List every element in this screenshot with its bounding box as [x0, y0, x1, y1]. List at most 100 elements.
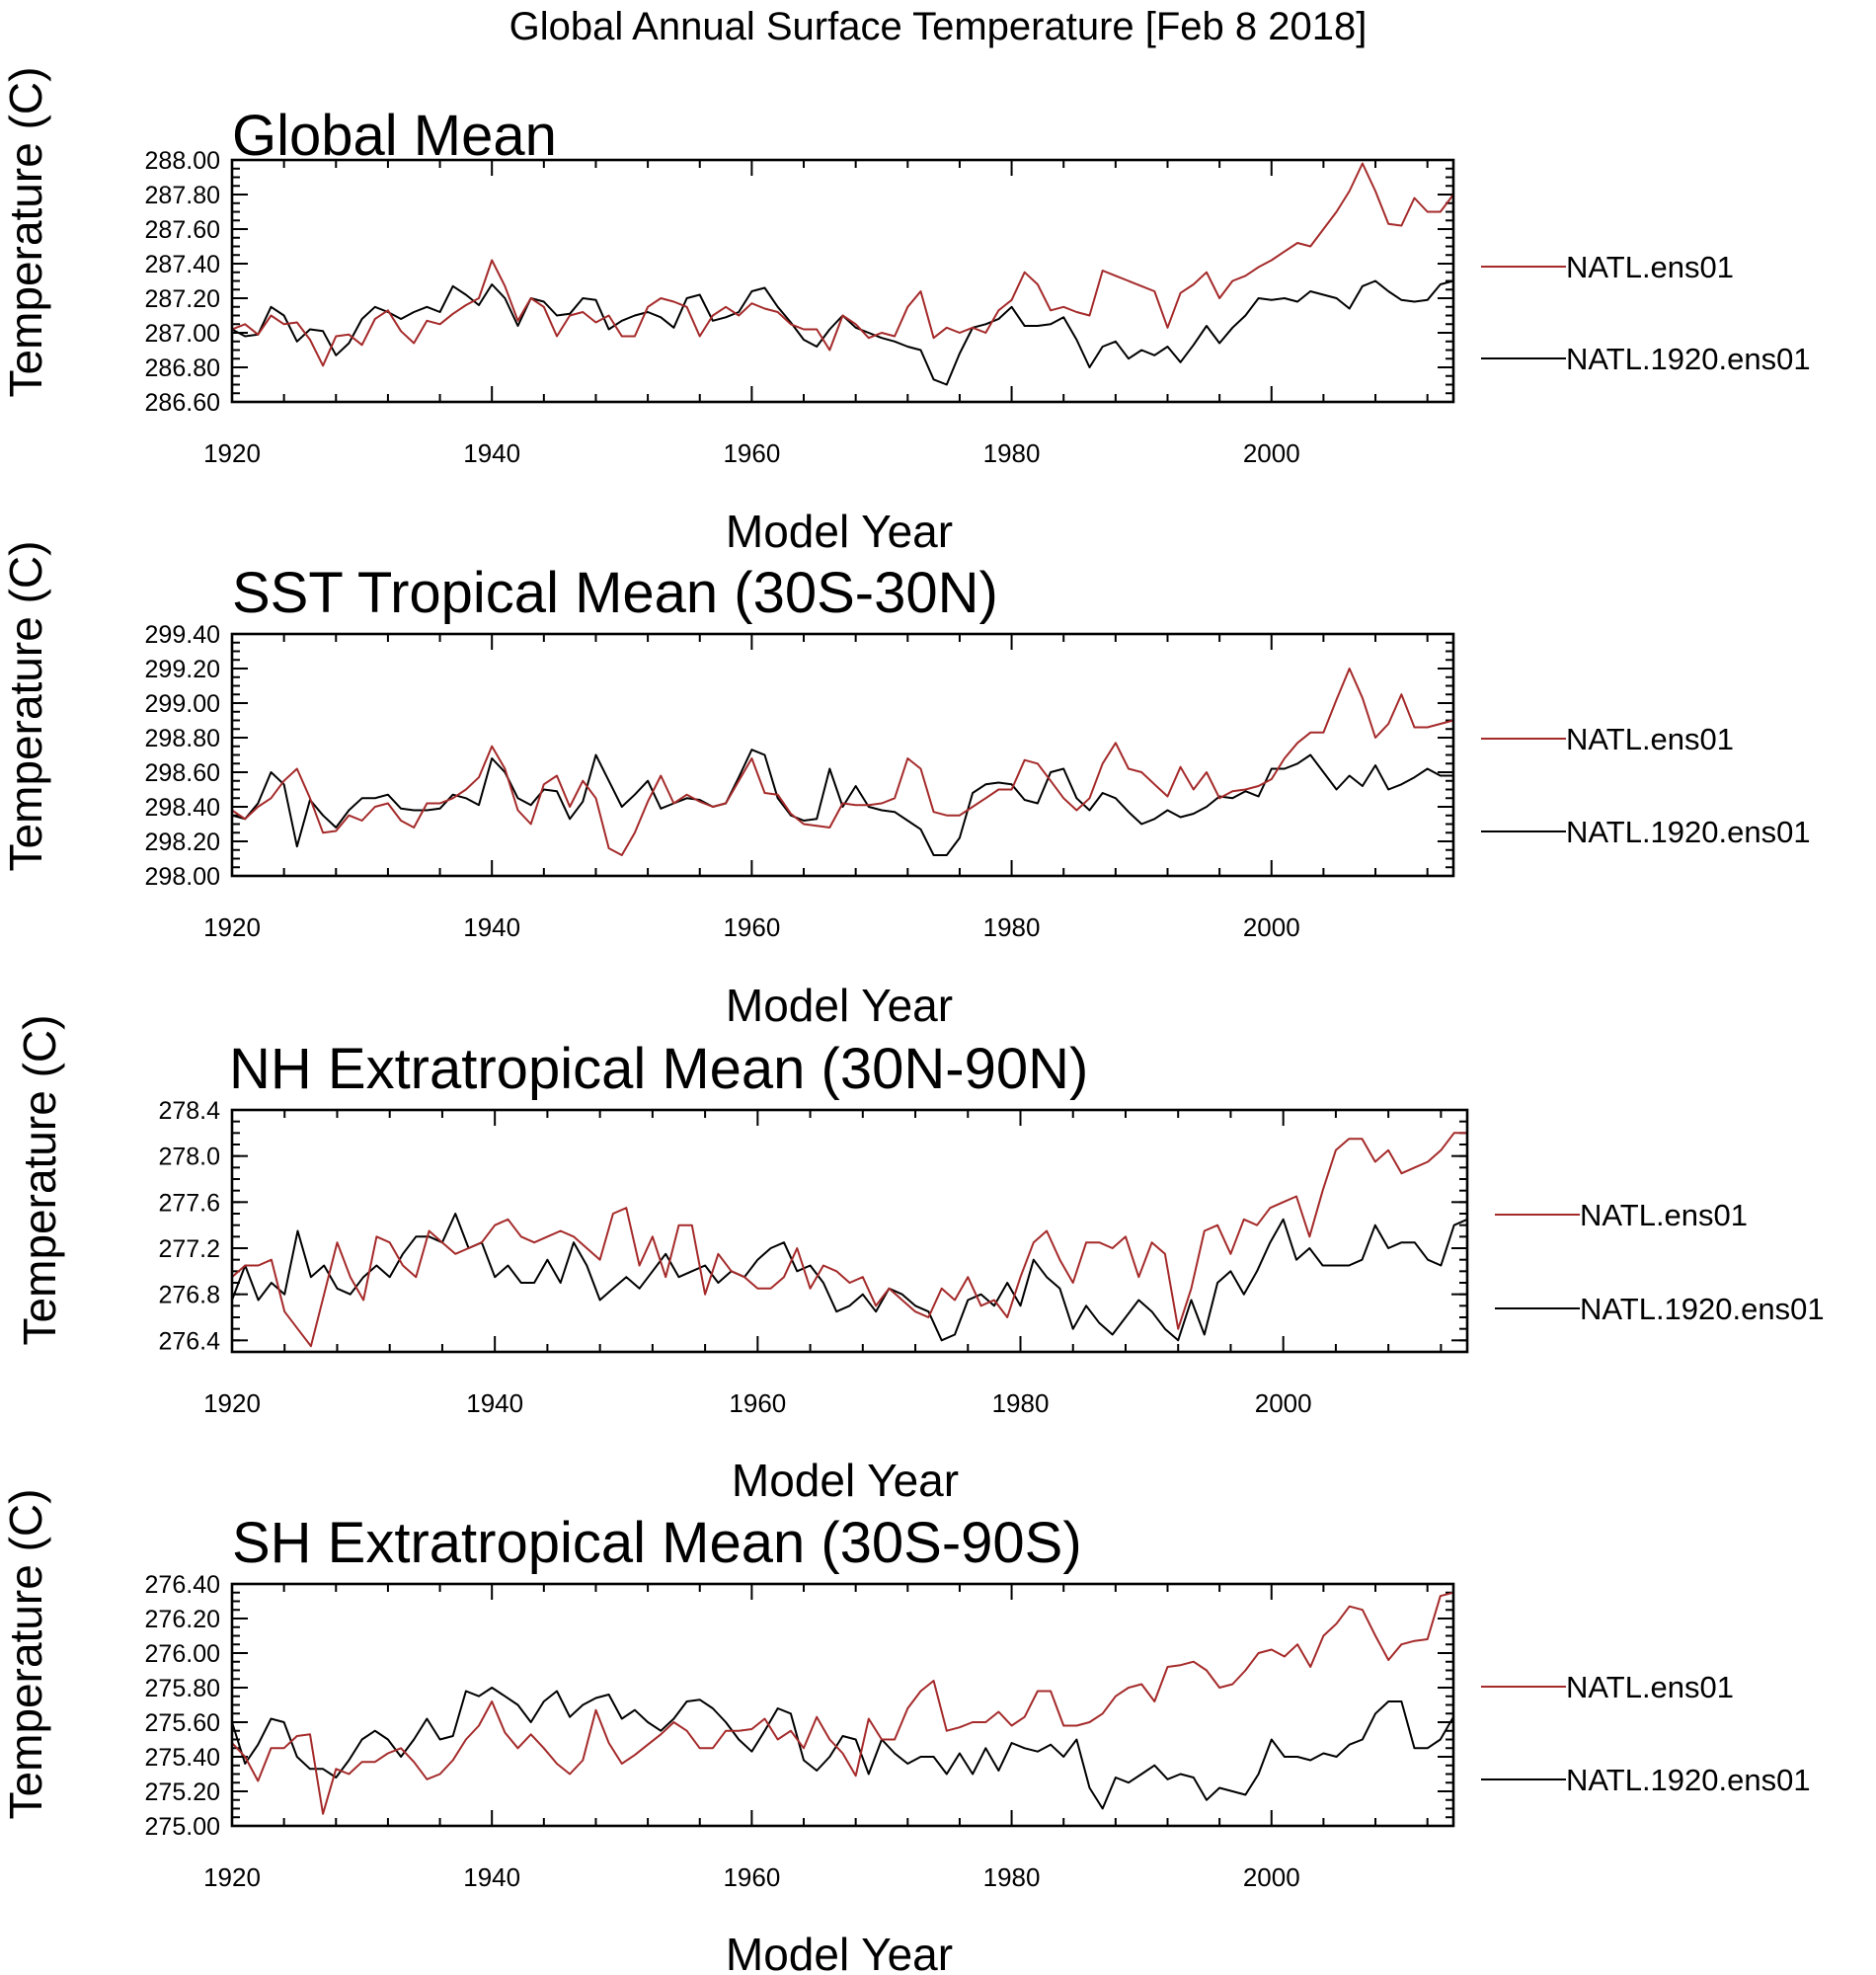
y-tick-label: 278.0 — [158, 1144, 220, 1171]
y-tick-label: 298.80 — [145, 725, 220, 752]
x-tick-label: 1960 — [723, 912, 780, 942]
x-tick-label: 2000 — [1243, 438, 1300, 468]
panel-title: SST Tropical Mean (30S-30N) — [232, 561, 998, 625]
series-line-natl-1920-ens01 — [231, 1213, 1468, 1342]
panel-sst-tropical-mean: SST Tropical Mean (30S-30N) Temperature … — [0, 541, 1811, 1031]
y-tick-label: 298.40 — [145, 794, 220, 822]
panel-title: SH Extratropical Mean (30S-90S) — [232, 1511, 1082, 1575]
x-tick-labels: 1920 1940 1960 1980 2000 — [203, 438, 1300, 468]
x-tick-label: 1940 — [463, 438, 520, 468]
x-tick-labels: 1920 1940 1960 1980 2000 — [203, 1388, 1312, 1418]
legend-label: NATL.ens01 — [1566, 1670, 1734, 1704]
y-tick-label: 286.60 — [145, 389, 220, 417]
tick-marks — [231, 159, 1453, 403]
x-tick-label: 1980 — [983, 1862, 1041, 1892]
y-tick-label: 276.40 — [145, 1571, 220, 1599]
series-line-natl-1920-ens01 — [231, 1687, 1454, 1810]
y-tick-label: 287.20 — [145, 285, 220, 313]
x-tick-label: 2000 — [1243, 1862, 1300, 1892]
x-tick-label: 1980 — [983, 438, 1041, 468]
legend: NATL.ens01 NATL.1920.ens01 — [1495, 1198, 1825, 1326]
panel-title: NH Extratropical Mean (30N-90N) — [229, 1037, 1088, 1101]
x-tick-label: 1960 — [723, 438, 780, 468]
legend: NATL.ens01 NATL.1920.ens01 — [1481, 722, 1811, 849]
y-tick-label: 287.40 — [145, 251, 220, 278]
x-tick-label: 1960 — [729, 1388, 786, 1418]
y-tick-label: 275.20 — [145, 1778, 220, 1806]
x-tick-label: 1920 — [203, 912, 261, 942]
x-axis-label: Model Year — [726, 1929, 953, 1975]
x-tick-label: 1920 — [203, 1862, 261, 1892]
y-tick-labels: 298.00 298.20 298.40 298.60 298.80 299.00 299.… — [145, 621, 220, 891]
y-tick-label: 275.60 — [145, 1709, 220, 1737]
legend-label: NATL.ens01 — [1566, 250, 1734, 284]
y-tick-label: 299.20 — [145, 656, 220, 683]
y-tick-label: 276.8 — [158, 1282, 220, 1309]
tick-marks — [231, 1583, 1453, 1827]
y-tick-labels: 275.00 275.20 275.40 275.60 275.80 276.00 276.… — [145, 1571, 220, 1841]
series-line-natl-ens01 — [231, 668, 1454, 856]
tick-marks — [231, 633, 1453, 877]
y-tick-label: 287.00 — [145, 320, 220, 348]
y-axis-label: Temperature (C) — [0, 1489, 51, 1820]
panel-nh-extratropical-mean: NH Extratropical Mean (30N-90N) Temperat… — [14, 1015, 1825, 1506]
series-lines — [231, 668, 1454, 856]
legend: NATL.ens01 NATL.1920.ens01 — [1481, 250, 1811, 376]
tick-marks — [231, 1109, 1467, 1353]
y-tick-label: 298.60 — [145, 759, 220, 787]
legend-label: NATL.1920.ens01 — [1580, 1292, 1825, 1326]
y-tick-label: 277.2 — [158, 1235, 220, 1263]
y-tick-label: 276.00 — [145, 1640, 220, 1668]
y-tick-label: 298.20 — [145, 829, 220, 856]
series-line-natl-1920-ens01 — [231, 279, 1454, 386]
y-tick-labels: 276.4 276.8 277.2 277.6 278.0 278.4 — [158, 1097, 220, 1355]
y-tick-label: 276.20 — [145, 1606, 220, 1633]
x-tick-label: 2000 — [1255, 1388, 1312, 1418]
series-line-natl-1920-ens01 — [231, 749, 1453, 856]
legend-label: NATL.ens01 — [1580, 1198, 1748, 1232]
x-tick-label: 1980 — [992, 1388, 1050, 1418]
x-tick-label: 1940 — [463, 912, 520, 942]
plot-frame — [230, 632, 1455, 878]
y-tick-label: 287.60 — [145, 216, 220, 244]
plot-frame — [230, 1108, 1469, 1354]
x-tick-labels: 1920 1940 1960 1980 2000 — [203, 912, 1300, 942]
legend-label: NATL.1920.ens01 — [1566, 815, 1811, 849]
y-tick-label: 278.4 — [158, 1097, 220, 1125]
y-axis-label: Temperature (C) — [14, 1015, 65, 1346]
x-tick-label: 1940 — [463, 1862, 520, 1892]
y-tick-label: 277.6 — [158, 1189, 220, 1217]
x-axis-label: Model Year — [732, 1455, 959, 1506]
x-tick-label: 1920 — [203, 1388, 261, 1418]
plot-frame — [230, 158, 1455, 404]
x-tick-label: 1920 — [203, 438, 261, 468]
legend-label: NATL.ens01 — [1566, 722, 1734, 756]
x-tick-label: 1940 — [466, 1388, 523, 1418]
series-lines — [231, 1591, 1454, 1815]
y-tick-label: 299.40 — [145, 621, 220, 649]
x-tick-labels: 1920 1940 1960 1980 2000 — [203, 1862, 1300, 1892]
x-axis-label: Model Year — [726, 980, 953, 1031]
legend: NATL.ens01 NATL.1920.ens01 — [1481, 1670, 1811, 1797]
y-tick-label: 298.00 — [145, 863, 220, 891]
y-tick-labels: 286.60 286.80 287.00 287.20 287.40 287.60 287.… — [145, 147, 220, 417]
x-axis-label: Model Year — [726, 506, 953, 557]
x-tick-label: 1980 — [983, 912, 1041, 942]
main-title: Global Annual Surface Temperature [Feb 8… — [509, 5, 1368, 48]
x-tick-label: 2000 — [1243, 912, 1300, 942]
y-tick-label: 286.80 — [145, 355, 220, 382]
y-tick-label: 287.80 — [145, 182, 220, 209]
panel-title: Global Mean — [232, 104, 557, 168]
series-line-natl-ens01 — [231, 162, 1454, 367]
panel-global-mean: Global Mean Temperature (C) Model Year 2… — [0, 67, 1811, 557]
panel-sh-extratropical-mean: SH Extratropical Mean (30S-90S) Temperat… — [0, 1489, 1811, 1975]
y-tick-label: 288.00 — [145, 147, 220, 175]
plot-frame — [230, 1582, 1455, 1828]
y-tick-label: 275.00 — [145, 1813, 220, 1841]
y-axis-label: Temperature (C) — [0, 67, 51, 398]
series-lines — [231, 1132, 1468, 1348]
y-tick-label: 275.40 — [145, 1744, 220, 1772]
y-tick-label: 275.80 — [145, 1675, 220, 1702]
x-tick-label: 1960 — [723, 1862, 780, 1892]
